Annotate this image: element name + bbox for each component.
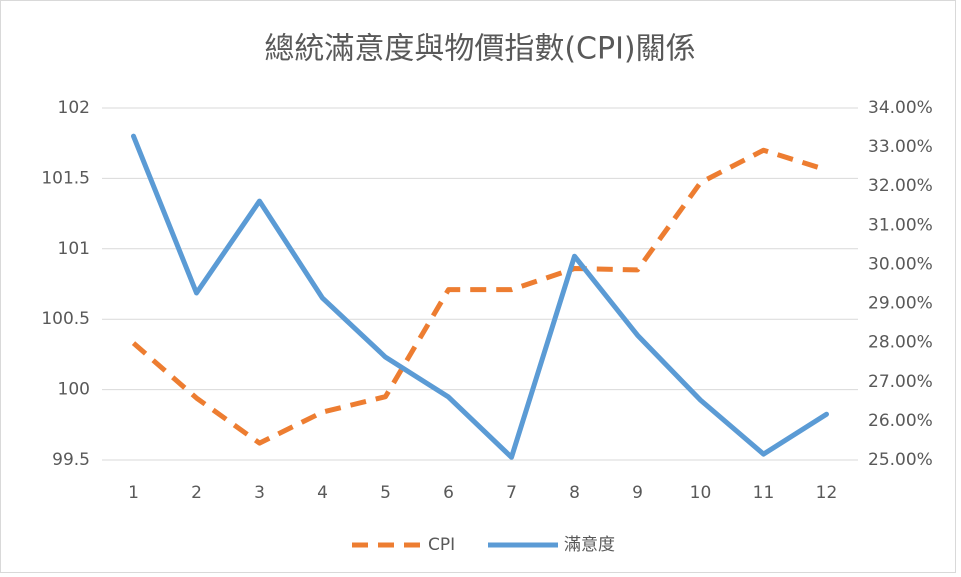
x-tick-label: 8 (569, 483, 580, 503)
y-tick-label: 101.5 (41, 168, 90, 188)
y2-tick-label: 26.00% (868, 411, 933, 431)
y2-tick-label: 28.00% (868, 333, 933, 353)
x-tick-label: 4 (317, 483, 328, 503)
chart-title: 總統滿意度與物價指數(CPI)關係 (264, 32, 695, 67)
y2-tick-label: 34.00% (868, 98, 933, 118)
x-tick-label: 3 (254, 483, 265, 503)
y-tick-label: 101 (58, 239, 90, 259)
y-tick-label: 100.5 (41, 309, 90, 329)
series-line (131, 147, 828, 446)
x-tick-label: 5 (380, 483, 391, 503)
y2-tick-label: 30.00% (868, 254, 933, 274)
y2-tick-label: 32.00% (868, 176, 933, 196)
x-tick-label: 9 (632, 483, 643, 503)
y-tick-label: 102 (58, 98, 90, 118)
legend-label: 滿意度 (564, 535, 615, 555)
x-tick-label: 6 (443, 483, 454, 503)
y2-tick-label: 25.00% (868, 450, 933, 470)
y2-tick-label: 33.00% (868, 137, 933, 157)
y2-tick-label: 31.00% (868, 215, 933, 235)
y-tick-label: 99.5 (52, 450, 90, 470)
legend-label: CPI (428, 535, 455, 555)
x-tick-label: 2 (191, 483, 202, 503)
y2-tick-label: 27.00% (868, 372, 933, 392)
x-tick-label: 12 (816, 483, 838, 503)
x-tick-label: 1 (128, 483, 139, 503)
y-tick-label: 100 (58, 380, 90, 400)
x-tick-label: 11 (753, 483, 775, 503)
y2-tick-label: 29.00% (868, 294, 933, 314)
series-line (131, 133, 829, 460)
x-tick-label: 7 (506, 483, 517, 503)
x-tick-label: 10 (690, 483, 712, 503)
